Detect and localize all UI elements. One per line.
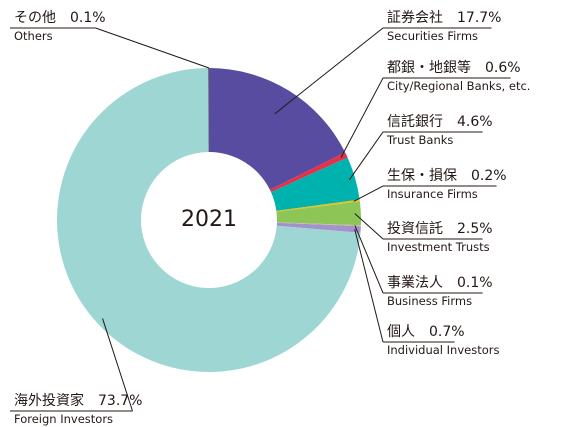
value-label: 0.1% bbox=[70, 10, 106, 26]
donut-slice bbox=[208, 68, 209, 153]
center-label: 2021 bbox=[181, 207, 237, 232]
leader-line bbox=[353, 185, 384, 202]
category-subtitle: Others bbox=[14, 29, 53, 43]
value-label: 0.6% bbox=[485, 60, 521, 76]
category-name: 都銀・地銀等 bbox=[387, 59, 471, 76]
category-subtitle: Securities Firms bbox=[387, 29, 478, 43]
category-label: 投資信託 2.5% bbox=[387, 221, 493, 237]
category-name: 個人 bbox=[387, 324, 415, 340]
donut-slice bbox=[209, 68, 346, 190]
category-subtitle: Foreign Investors bbox=[14, 412, 113, 426]
category-subtitle: Trust Banks bbox=[386, 133, 453, 147]
category-label: その他 0.1% bbox=[14, 10, 106, 26]
category-label: 信託銀行 4.6% bbox=[387, 114, 493, 130]
leader-line bbox=[102, 318, 133, 412]
category-subtitle: Investment Trusts bbox=[387, 240, 490, 254]
category-name: その他 bbox=[14, 10, 56, 26]
category-label: 生保・損保 0.2% bbox=[387, 168, 507, 184]
category-label: 証券会社 17.7% bbox=[387, 10, 501, 26]
donut-slice bbox=[276, 222, 361, 227]
leader-line bbox=[95, 27, 210, 69]
leader-line bbox=[274, 27, 384, 115]
value-label: 0.2% bbox=[471, 168, 507, 184]
category-subtitle: Business Firms bbox=[387, 294, 472, 308]
leader-line bbox=[354, 213, 384, 240]
value-label: 4.6% bbox=[457, 114, 493, 130]
category-label: 都銀・地銀等 0.6% bbox=[387, 59, 521, 76]
category-subtitle: Individual Investors bbox=[387, 343, 499, 357]
leader-line bbox=[354, 229, 384, 343]
leader-line bbox=[348, 131, 384, 181]
donut-slice bbox=[57, 68, 361, 373]
donut-slice bbox=[276, 199, 360, 212]
value-label: 0.7% bbox=[429, 324, 465, 340]
donut-slice bbox=[276, 222, 361, 233]
value-label: 73.7% bbox=[98, 393, 142, 409]
leader-line bbox=[354, 225, 384, 294]
leader-line bbox=[340, 77, 384, 158]
category-label: 個人 0.7% bbox=[387, 324, 465, 340]
value-label: 2.5% bbox=[457, 221, 493, 237]
category-name: 事業法人 bbox=[387, 275, 443, 291]
slices bbox=[57, 68, 361, 373]
category-label: 事業法人 0.1% bbox=[387, 275, 493, 291]
category-label: 海外投資家 73.7% bbox=[14, 392, 142, 409]
category-name: 生保・損保 bbox=[387, 168, 457, 184]
donut-slice bbox=[270, 157, 360, 211]
category-subtitle: City/Regional Banks, etc. bbox=[387, 79, 530, 93]
value-label: 17.7% bbox=[457, 10, 501, 26]
category-name: 投資信託 bbox=[387, 221, 443, 237]
category-name: 海外投資家 bbox=[14, 392, 84, 409]
value-label: 0.1% bbox=[457, 275, 493, 291]
category-name: 信託銀行 bbox=[387, 114, 443, 130]
donut-slice bbox=[276, 201, 361, 226]
category-name: 証券会社 bbox=[387, 10, 443, 26]
category-subtitle: Insurance Firms bbox=[387, 187, 478, 201]
donut-slice bbox=[269, 152, 348, 193]
